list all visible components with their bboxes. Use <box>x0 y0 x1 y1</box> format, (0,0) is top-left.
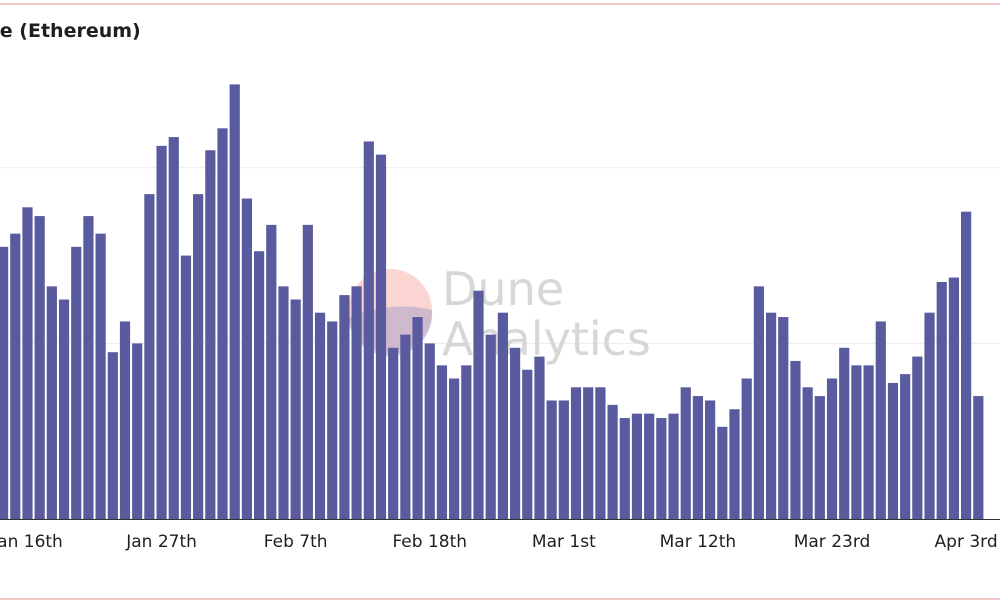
bar[interactable] <box>631 413 643 519</box>
bar[interactable] <box>644 413 655 519</box>
bar[interactable] <box>363 141 374 519</box>
bar[interactable] <box>607 404 618 519</box>
x-tick-label: Feb 18th <box>392 532 467 552</box>
bar[interactable] <box>375 154 387 519</box>
bar[interactable] <box>790 360 801 519</box>
bar[interactable] <box>473 290 484 519</box>
frame-top-border <box>0 3 1000 5</box>
x-tick-label: Apr 3rd <box>935 532 998 552</box>
x-tick-label: Feb 7th <box>264 532 328 552</box>
bars <box>0 84 984 520</box>
bar[interactable] <box>217 128 228 520</box>
watermark-line1: Dune <box>442 262 564 316</box>
bar[interactable] <box>863 365 874 519</box>
frame-bottom-border <box>0 598 1000 600</box>
bar[interactable] <box>814 396 825 519</box>
bar[interactable] <box>10 233 21 519</box>
bar[interactable] <box>729 409 740 519</box>
bar[interactable] <box>193 194 204 519</box>
x-tick-label: Mar 23rd <box>794 532 871 552</box>
bar[interactable] <box>948 277 960 519</box>
bar[interactable] <box>449 378 460 519</box>
bar[interactable] <box>936 281 947 519</box>
bar[interactable] <box>327 321 338 519</box>
bar[interactable] <box>156 145 167 519</box>
bar[interactable] <box>692 396 704 519</box>
x-tick-label: Jan 16th <box>0 532 63 552</box>
x-tick-label: Mar 12th <box>660 532 737 552</box>
bar[interactable] <box>144 194 155 519</box>
bar[interactable] <box>485 334 496 519</box>
bar[interactable] <box>875 321 886 519</box>
bar[interactable] <box>436 365 448 519</box>
bar[interactable] <box>753 286 764 519</box>
bar[interactable] <box>924 312 935 519</box>
bar[interactable] <box>71 246 82 519</box>
bar[interactable] <box>314 312 326 519</box>
bar[interactable] <box>534 356 545 519</box>
bar[interactable] <box>522 369 533 519</box>
bar[interactable] <box>570 387 582 519</box>
watermark-line2: Analytics <box>442 312 651 366</box>
x-tick-label: Jan 27th <box>125 532 197 552</box>
bar[interactable] <box>339 295 350 519</box>
bar[interactable] <box>253 251 265 519</box>
bar[interactable] <box>680 387 691 519</box>
bar[interactable] <box>741 378 752 519</box>
bar[interactable] <box>412 317 423 519</box>
bar[interactable] <box>107 352 118 519</box>
bar[interactable] <box>461 365 472 519</box>
bar[interactable] <box>765 312 777 519</box>
bar[interactable] <box>229 84 240 519</box>
bar[interactable] <box>83 216 94 519</box>
bar[interactable] <box>180 255 192 519</box>
bar[interactable] <box>912 356 923 519</box>
bar[interactable] <box>290 299 301 520</box>
bar[interactable] <box>778 317 789 519</box>
bar[interactable] <box>583 387 594 519</box>
bar[interactable] <box>619 418 630 519</box>
bar[interactable] <box>595 387 606 519</box>
bar[interactable] <box>973 396 984 519</box>
bar[interactable] <box>205 150 216 520</box>
bar[interactable] <box>132 343 143 519</box>
x-tick-labels: Jan 16th Jan 27th Feb 7th Feb 18th Mar 1st Ma… <box>0 532 998 552</box>
bar[interactable] <box>351 286 362 519</box>
bar[interactable] <box>168 137 179 519</box>
bar[interactable] <box>241 198 252 519</box>
bar[interactable] <box>546 400 557 519</box>
bar[interactable] <box>802 387 813 519</box>
bar[interactable] <box>497 312 508 519</box>
bar[interactable] <box>119 321 131 519</box>
bar[interactable] <box>34 216 45 519</box>
bar[interactable] <box>95 233 106 519</box>
bar[interactable] <box>46 286 57 519</box>
bar[interactable] <box>668 413 679 519</box>
bar[interactable] <box>717 426 728 519</box>
bar[interactable] <box>887 382 899 519</box>
bar[interactable] <box>851 365 862 519</box>
bar[interactable] <box>900 374 911 519</box>
bar[interactable] <box>558 400 569 519</box>
bar[interactable] <box>424 343 435 519</box>
bar[interactable] <box>509 347 521 519</box>
bar[interactable] <box>58 299 70 520</box>
bar[interactable] <box>388 347 399 519</box>
x-tick-label: Mar 1st <box>532 532 596 552</box>
bar[interactable] <box>278 286 289 519</box>
bar[interactable] <box>826 378 838 519</box>
chart-title: me (Ethereum) <box>0 20 141 42</box>
bar[interactable] <box>302 224 313 519</box>
bar[interactable] <box>0 246 9 519</box>
bar[interactable] <box>266 224 277 519</box>
bar[interactable] <box>705 400 716 519</box>
bar[interactable] <box>961 211 972 519</box>
bar[interactable] <box>839 347 850 519</box>
bar[interactable] <box>400 334 411 519</box>
bar[interactable] <box>656 418 667 519</box>
bar[interactable] <box>22 207 33 519</box>
